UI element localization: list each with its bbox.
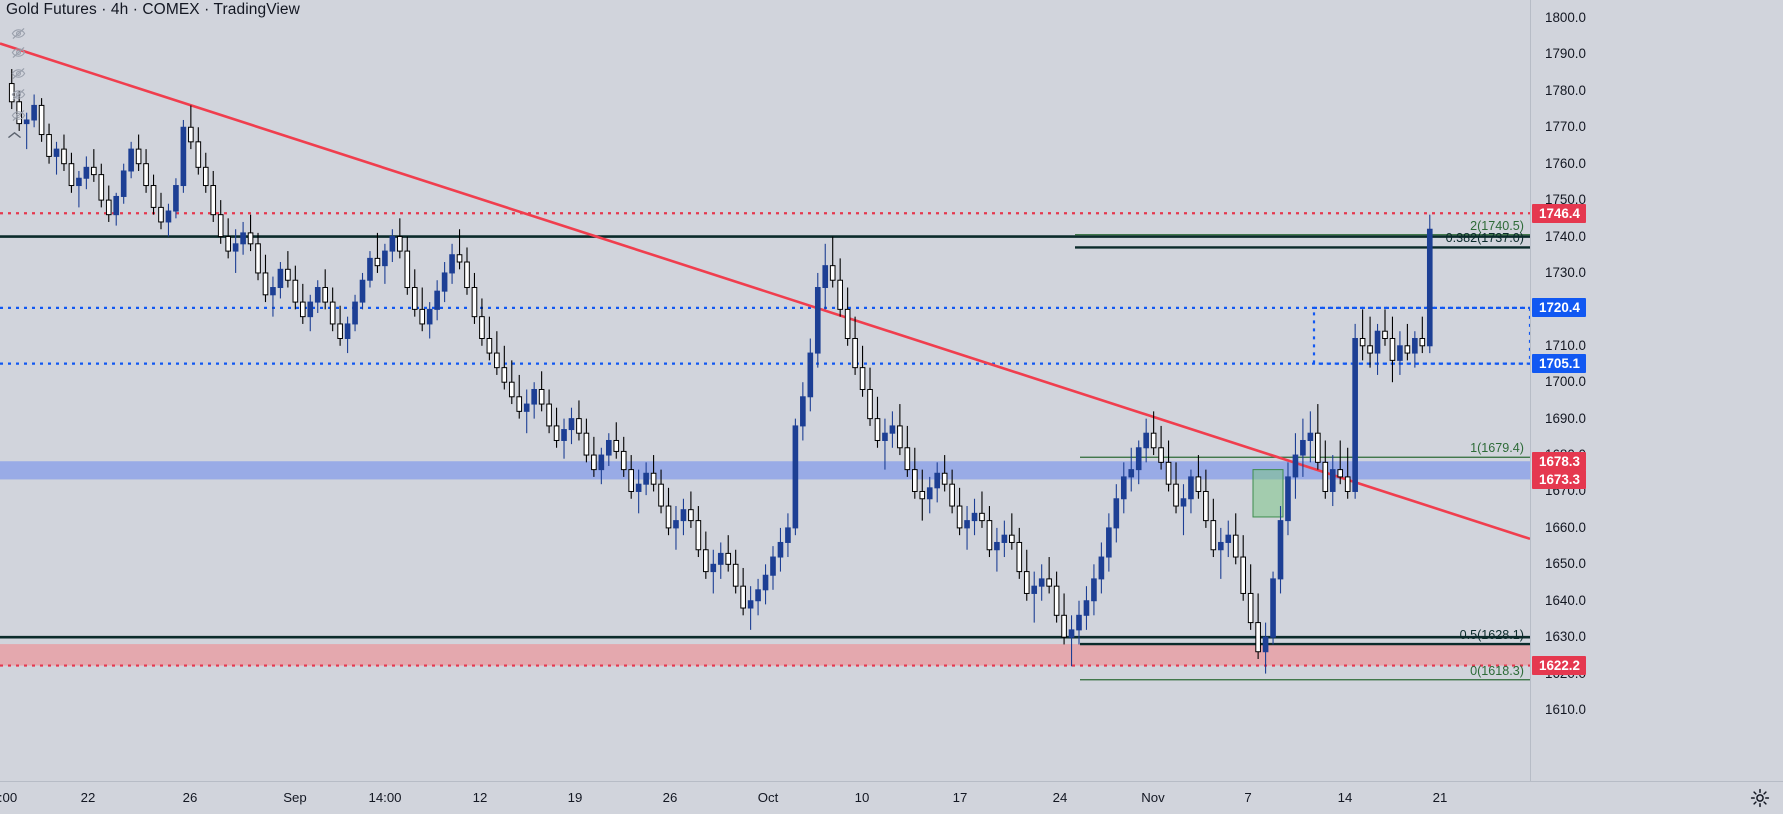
price-tick-label: 1770.0 — [1545, 119, 1586, 135]
price-tag-red[interactable]: 1622.2 — [1532, 656, 1586, 676]
fib-level-label: 0(1618.3) — [1470, 663, 1524, 678]
time-tick-label: Sep — [283, 790, 307, 805]
price-tick-label: 1750.0 — [1545, 192, 1586, 208]
legend-row[interactable] — [4, 87, 26, 103]
page-title: Gold Futures · 4h · COMEX · TradingView — [6, 1, 300, 18]
price-tick-label: 1740.0 — [1545, 228, 1586, 244]
chart-canvas — [0, 42, 1530, 681]
price-tick-label: 1800.0 — [1545, 10, 1586, 25]
time-tick-label: Oct — [757, 790, 779, 805]
price-tick-label: 1700.0 — [1545, 374, 1586, 390]
time-tick-label: 22 — [80, 790, 96, 805]
collapse-chevron-icon[interactable] — [8, 128, 21, 142]
hidden-eye-icon[interactable] — [11, 109, 26, 122]
fib-level-label: 0.382(1737.0) — [1445, 231, 1524, 246]
price-tick-label: 1610.0 — [1545, 702, 1586, 717]
time-tick-label: 7 — [1244, 790, 1252, 805]
chart-plot-area[interactable]: 2(1740.5) 0.382(1737.0) 1(1679.4) 0.5(1628.… — [0, 0, 1530, 781]
time-tick-label: 24 — [1052, 790, 1068, 805]
hidden-eye-icon[interactable] — [11, 46, 26, 59]
price-tick-label: 1780.0 — [1545, 82, 1586, 98]
price-axis[interactable]: 1800.0 1790.0 1780.0 1770.0 1760.0 1750.0 1740… — [1530, 0, 1783, 781]
price-tick-label: 1660.0 — [1545, 519, 1586, 535]
price-tag-red[interactable]: 1673.3 — [1532, 469, 1586, 489]
time-tick-label: 26 — [182, 790, 198, 805]
time-tick-label: 10 — [854, 790, 870, 805]
price-tick-label: 1790.0 — [1545, 46, 1586, 62]
legend-row[interactable] — [4, 108, 26, 124]
time-tick-label: 14:00 — [368, 790, 402, 805]
time-tick-label: Nov — [1141, 790, 1165, 805]
time-tick-label: :00 — [0, 790, 18, 805]
hidden-eye-icon[interactable] — [11, 67, 26, 80]
time-tick-label: 26 — [662, 790, 678, 805]
time-tick-label: 21 — [1432, 790, 1448, 805]
time-tick-label: 14 — [1337, 790, 1353, 805]
time-tick-label: 17 — [952, 790, 968, 805]
hidden-eye-icon[interactable] — [11, 88, 26, 101]
fib-level-label: 0.5(1628.1) — [1459, 628, 1524, 643]
fib-level-label: 1(1679.4) — [1470, 441, 1524, 456]
price-tick-label: 1760.0 — [1545, 155, 1586, 171]
price-tag-red[interactable]: 1678.3 — [1532, 451, 1586, 471]
price-tick-label: 1730.0 — [1545, 264, 1586, 280]
fib-level-label: 2(1740.5) — [1470, 218, 1524, 233]
price-tick-label: 1690.0 — [1545, 410, 1586, 426]
hidden-eye-icon[interactable] — [11, 27, 26, 40]
price-tick-label: 1650.0 — [1545, 556, 1586, 572]
time-tick-label: 19 — [567, 790, 583, 805]
price-tag-red[interactable]: 1746.4 — [1532, 203, 1586, 223]
time-tick-label: 12 — [472, 790, 488, 805]
legend-row[interactable] — [4, 66, 26, 82]
price-tick-label: 1710.0 — [1545, 337, 1586, 353]
price-tag-blue[interactable]: 1720.4 — [1532, 298, 1586, 318]
price-tag-blue[interactable]: 1705.1 — [1532, 354, 1586, 374]
legend-row[interactable] — [4, 45, 26, 61]
price-tick-label: 1640.0 — [1545, 592, 1586, 608]
gear-icon[interactable] — [1750, 788, 1770, 808]
legend-row[interactable] — [4, 26, 26, 42]
price-tick-label: 1630.0 — [1545, 629, 1586, 645]
time-axis[interactable]: :00 22 26 Sep 14:00 12 19 26 Oct 10 17 24 Nov 7 14 21 — [0, 781, 1783, 814]
